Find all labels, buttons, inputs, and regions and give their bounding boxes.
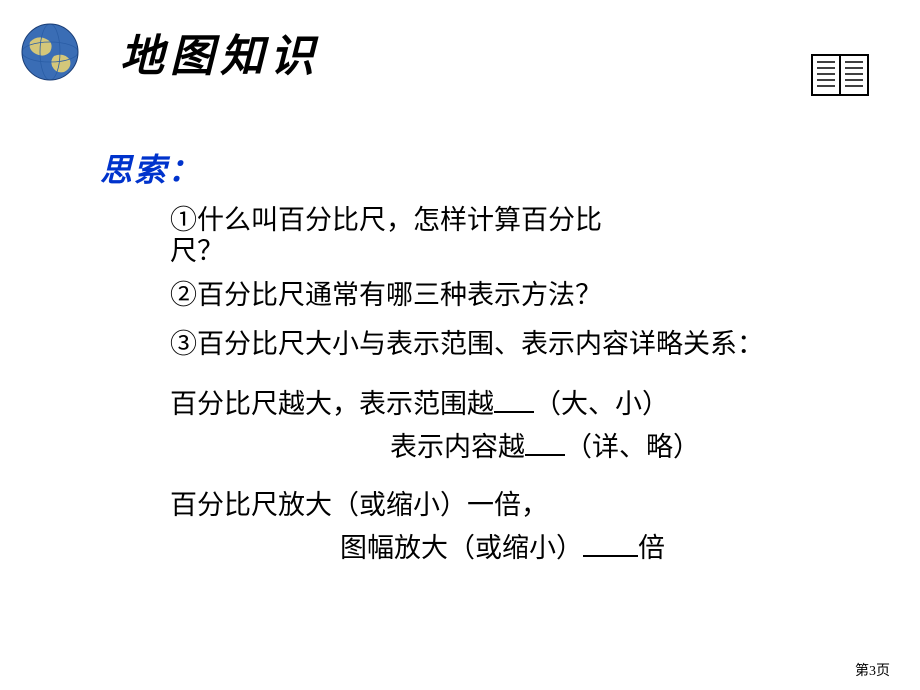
- question-2: ②百分比尺通常有哪三种表示方法？: [170, 275, 860, 316]
- fill1a-pre: 百分比尺越大，表示范围越: [170, 389, 494, 419]
- globe-icon: [20, 22, 80, 82]
- blank-1: [494, 389, 534, 413]
- fill1a-post: （大、小）: [534, 389, 669, 419]
- page-number: 第3页: [855, 660, 890, 680]
- prompt-label: 思索：: [100, 145, 202, 191]
- fill1b-pre: 表示内容越: [390, 432, 525, 462]
- fill2b-post: 倍: [638, 533, 665, 563]
- fill-2-line2: 图幅放大（或缩小） 倍: [170, 528, 860, 569]
- fill-1-line2: 表示内容越 （详、略）: [170, 427, 860, 468]
- page-title: 地图知识: [120, 20, 320, 84]
- fill2b-pre: 图幅放大（或缩小）: [340, 533, 583, 563]
- content-body: ①什么叫百分比尺，怎样计算百分比 尺？ ②百分比尺通常有哪三种表示方法？ ③百分…: [170, 200, 860, 568]
- book-icon: [810, 50, 870, 100]
- header: 地图知识: [20, 20, 900, 84]
- fill1b-post: （详、略）: [565, 432, 700, 462]
- question-3: ③百分比尺大小与表示范围、表示内容详略关系：: [170, 324, 860, 365]
- blank-3: [583, 532, 638, 556]
- blank-2: [525, 431, 565, 455]
- fill-1-line1: 百分比尺越大，表示范围越 （大、小）: [170, 384, 860, 425]
- fill-2-line1: 百分比尺放大（或缩小）一倍，: [170, 485, 860, 526]
